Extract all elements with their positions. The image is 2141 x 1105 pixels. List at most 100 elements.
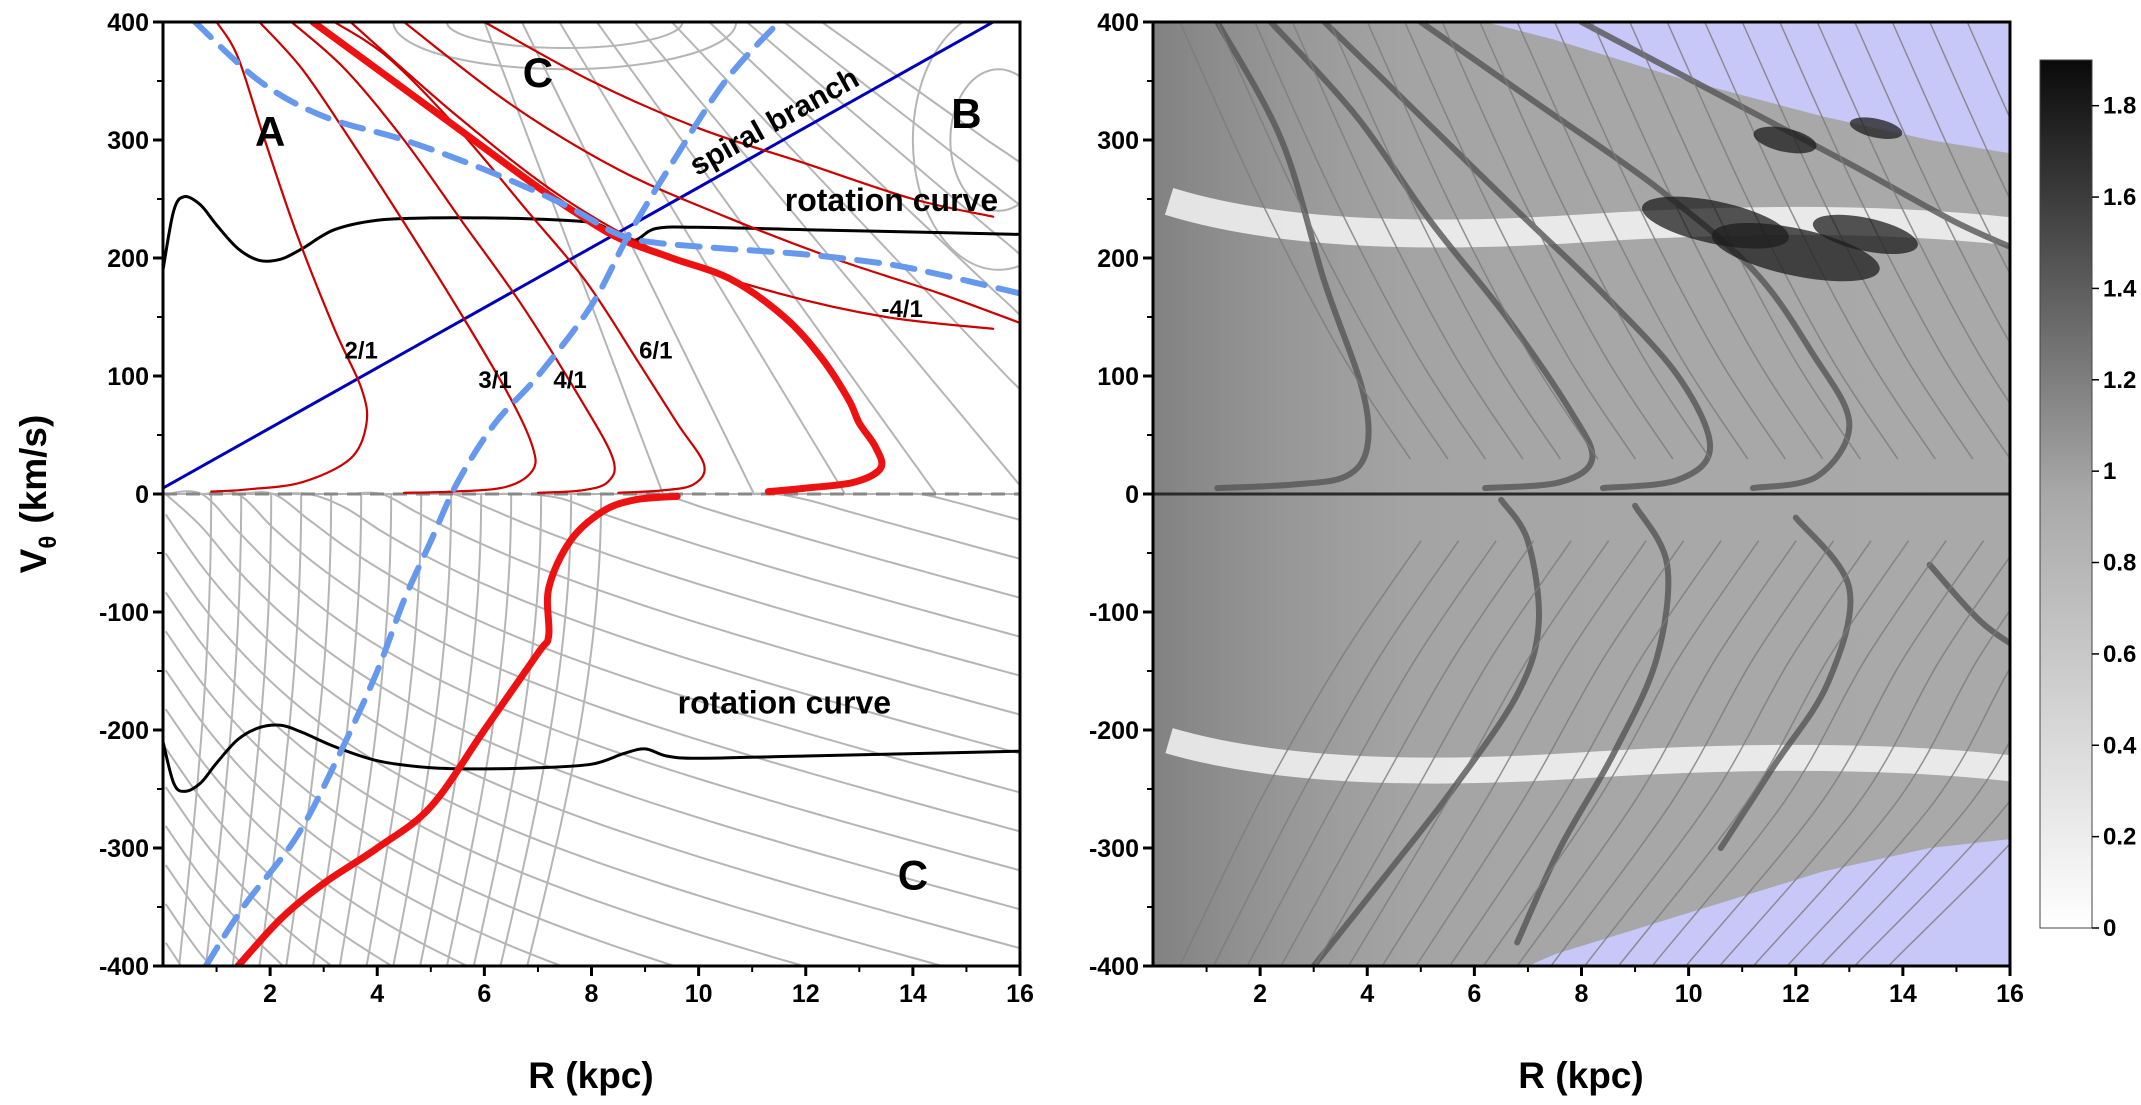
heatmap-dark-patch [1753,126,1817,154]
left-y-tick-label: 100 [107,363,149,391]
heatmap-light-band [1164,187,2010,248]
orbit-curve-lower [165,490,1020,833]
left-y-tick-label: 0 [135,481,149,509]
heatmap-fine-streak [1617,540,1909,966]
heatmap-fine-streak [1966,22,2010,120]
right-y-tick-label: 400 [1097,9,1139,37]
rotation-curve-label-upper: rotation curve [785,182,998,218]
heatmap-fine-streak [1291,22,1524,460]
heatmap-fine-streak [1366,22,1599,460]
heatmap-fine-streak [1216,22,1449,460]
right-x-tick-label: 10 [1675,980,1703,1008]
orbit-curve-inner [445,493,513,966]
left-x-axis-title: R (kpc) [528,1055,653,1096]
orbit-curve-inner [178,493,213,966]
heatmap-fine-streak [1516,22,1749,460]
colorbar-tick-label: 1.6 [2103,184,2136,211]
heatmap-fine-streak [1441,22,1674,460]
orbit-curve-lower [164,669,565,966]
region-label: C [898,851,928,898]
heatmap-fine-streak [1887,842,2010,966]
left-y-tick-label: 300 [107,127,149,155]
orbit-curve-upper [821,22,1020,164]
right-x-tick-label: 16 [1996,980,2024,1008]
heatmap-dark-streak [1310,496,1542,966]
right-x-tick-label: 4 [1360,980,1374,1008]
right-x-tick-label: 2 [1253,980,1267,1008]
left-x-tick-label: 6 [477,980,491,1008]
heatmap-fine-streak [1651,540,1947,966]
right-x-tick-label: 14 [1889,980,1917,1008]
colorbar [2039,59,2093,929]
heatmap-fine-streak [1415,540,1685,966]
heatmap-fine-streak [1478,22,1711,460]
left-x-tick-label: 10 [685,980,713,1008]
heatmap-dark-streak [1717,514,1854,851]
resonance-label: 3/1 [478,367,511,394]
heatmap-fine-streak [1685,540,1984,966]
orbit-curve-upper [671,22,1020,391]
spiral-branch-line [163,22,994,490]
heatmap-fine-streak [1381,540,1647,966]
heatmap-fine-streak [1853,22,2010,345]
orbit-curve-lower [164,747,394,966]
right-y-tick-label: 0 [1125,481,1139,509]
orbit-curve-upper [746,22,1020,256]
region-label: C [523,49,553,96]
colorbar-tick-label: 1.2 [2103,367,2136,394]
heatmap-features [1153,22,2010,966]
right-y-tick-label: 200 [1097,245,1139,273]
heatmap-dark-streak [1578,22,2010,251]
heatmap-fine-streak [1553,22,1786,460]
right-x-axis-title: R (kpc) [1518,1055,1643,1096]
resonance-curve [258,22,537,494]
orbit-curve-inner [419,493,483,966]
left-x-tick-label: 8 [585,980,599,1008]
y-axis-title: Vθ(km/s) [13,415,62,574]
heatmap-inner-shading [1153,22,2010,966]
heatmap-fine-streak [1347,540,1610,966]
heatmap-fine-streak [1752,608,2010,966]
heatmap-fine-streak [1482,540,1760,966]
dashed-separatrix-curve [192,22,1020,297]
heatmap-fine-streak [1179,540,1422,966]
left-panel: A B C C 2/1 3/1 4/1 6/1 -4/1 rotation curve rotati… [13,9,1034,1096]
colorbar-tick-label: 1 [2103,458,2116,485]
right-x-tick-label: 12 [1782,980,1810,1008]
resonance-curve [402,22,1020,324]
heatmap-dark-streak [1321,22,1714,492]
heatmap-fine-streak [1628,22,1861,460]
orbit-curve-lower [165,493,1020,911]
orbit-curve-inner [338,493,393,966]
left-y-tick-label: 400 [107,9,149,37]
heatmap-fine-streak [1778,22,2010,460]
heatmap-fine-streak [1928,22,2010,201]
orbit-curve-upper [708,22,1020,317]
left-x-tick-label: 14 [899,980,927,1008]
heatmap-dark-patch [1849,117,1903,139]
heatmap-dark-patch [1812,214,1918,255]
orbit-curve-upper [558,22,846,495]
heatmap-fine-streak [1583,540,1872,966]
orbit-curve-lower [164,786,334,966]
left-y-tick-label: 200 [107,245,149,273]
heatmap-fine-streak [1448,540,1722,966]
colorbar-tick-label: 0.4 [2103,732,2137,759]
orbit-curve-inner [231,493,273,966]
right-y-tick-label: -200 [1089,717,1139,745]
colorbar-tick-label: 0.8 [2103,550,2136,577]
orbit-curve-lower [164,552,947,966]
heatmap-fine-streak [1314,540,1572,966]
orbit-curve-lower [164,630,679,966]
orbit-loop-curve [949,68,1020,212]
orbit-curve-inner [258,493,303,966]
dashed-separatrix-curve [202,22,782,966]
resonance-label: 2/1 [344,337,377,364]
left-x-tick-label: 12 [792,980,820,1008]
orbit-curve-inner [392,493,453,966]
orbit-curve-inner [204,493,243,966]
left-y-tick-label: -100 [99,599,149,627]
right-y-tick-label: 100 [1097,363,1139,391]
heatmap-fine-streak [1550,540,1834,966]
orbit-curve-upper [783,22,1020,207]
